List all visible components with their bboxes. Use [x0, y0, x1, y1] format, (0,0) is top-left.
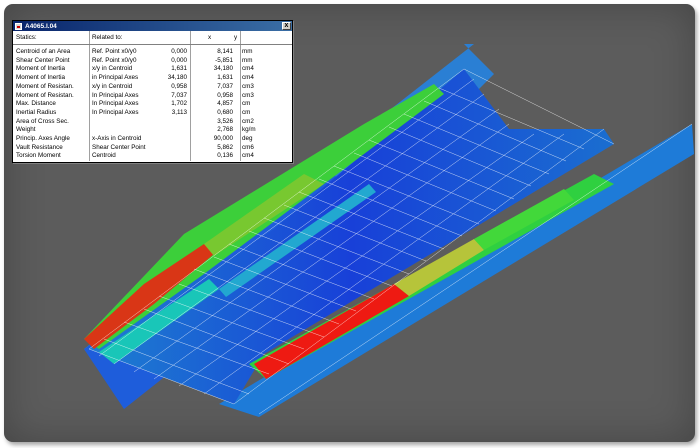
- row-name: Torsion Moment: [16, 152, 61, 160]
- row-unit: cm2: [242, 117, 254, 125]
- row-related: x/y in Centroid: [92, 65, 133, 73]
- row-related: Centroid: [92, 152, 116, 160]
- row-x-value: 0,000: [171, 56, 187, 64]
- row-unit: mm: [242, 56, 253, 64]
- row-name: Weight: [16, 126, 36, 134]
- row-related: Shear Center Point: [92, 143, 146, 151]
- row-name: Moment of Inertia: [16, 74, 65, 82]
- row-y-value: 4,857: [217, 100, 233, 108]
- row-unit: kg/m: [242, 126, 256, 134]
- row-unit: mm: [242, 48, 253, 55]
- row-x-value: 7,037: [171, 91, 187, 99]
- table-row: Moment of Inertia in Principal Axes 34,180…: [13, 74, 292, 82]
- row-related: In Principal Axes: [92, 108, 139, 116]
- row-related: in Principal Axes: [92, 74, 139, 82]
- row-unit: cm6: [242, 143, 254, 151]
- close-button[interactable]: x: [282, 22, 291, 30]
- row-related: In Principal Axes: [92, 100, 139, 108]
- row-y-value: 8,141: [217, 48, 233, 55]
- row-unit: cm4: [242, 74, 254, 82]
- app-icon: [15, 22, 22, 30]
- table-row: Moment of Resistan. x/y in Centroid 0,958 7…: [13, 83, 292, 91]
- header-divider: [13, 44, 292, 45]
- statics-window[interactable]: A4065.I.04 x Statics: Related to: x y Ce…: [12, 20, 293, 163]
- row-unit: cm3: [242, 82, 254, 90]
- statics-table: Statics: Related to: x y Centroid of an …: [13, 31, 292, 161]
- row-name: Moment of Resistan.: [16, 91, 74, 99]
- row-x-value: 3,113: [171, 108, 187, 116]
- header-x: x: [208, 34, 212, 41]
- row-name: Moment of Inertia: [16, 65, 65, 73]
- row-y-value: 7,037: [217, 82, 233, 90]
- table-row: Moment of Resistan. In Principal Axes 7,03…: [13, 92, 292, 100]
- row-name: Max. Distance: [16, 100, 56, 108]
- row-y-value: 0,136: [217, 152, 233, 160]
- table-row: Centroid of an Area Ref. Point x0/y0 0,000…: [13, 48, 292, 56]
- table-row: Max. Distance In Principal Axes 1,702 4,857…: [13, 100, 292, 108]
- row-unit: cm4: [242, 65, 254, 73]
- row-x-value: 0,000: [171, 48, 187, 55]
- row-name: Area of Cross Sec.: [16, 117, 69, 125]
- row-unit: cm: [242, 100, 251, 108]
- row-unit: cm: [242, 108, 251, 116]
- row-x-value: 1,702: [171, 100, 187, 108]
- table-row: Torsion Moment Centroid 0,136 cm4: [13, 152, 292, 160]
- row-related: x-Axis in Centroid: [92, 135, 142, 142]
- row-y-value: 3,526: [217, 117, 233, 125]
- header-y: y: [234, 34, 238, 41]
- row-name: Shear Center Point: [16, 56, 70, 64]
- row-x-value: 0,958: [171, 82, 187, 90]
- window-titlebar[interactable]: A4065.I.04 x: [13, 21, 292, 31]
- row-name: Vault Resistance: [16, 143, 63, 151]
- column-divider: [190, 31, 191, 161]
- row-y-value: 5,862: [217, 143, 233, 151]
- table-row: Princip. Axes Angle x-Axis in Centroid 90,…: [13, 135, 292, 143]
- window-title: A4065.I.04: [25, 22, 57, 30]
- row-related: Ref. Point x0/y0: [92, 48, 137, 55]
- table-row: Moment of Inertia x/y in Centroid 1,631 34,…: [13, 65, 292, 73]
- row-name: Centroid of an Area: [16, 48, 71, 55]
- row-y-value: 34,180: [213, 65, 233, 73]
- row-name: Moment of Resistan.: [16, 82, 74, 90]
- header-related: Related to:: [92, 34, 123, 41]
- table-row: Weight 2,768 kg/m: [13, 126, 292, 134]
- row-x-value: 34,180: [167, 74, 187, 82]
- row-related: x/y in Centroid: [92, 82, 133, 90]
- row-y-value: -5,851: [215, 56, 233, 64]
- table-row: Inertial Radius In Principal Axes 3,113 0,6…: [13, 109, 292, 117]
- table-row: Vault Resistance Shear Center Point 5,862 c…: [13, 144, 292, 152]
- row-name: Princip. Axes Angle: [16, 135, 70, 142]
- row-related: Ref. Point x0/y0: [92, 56, 137, 64]
- 3d-viewport[interactable]: A4065.I.04 x Statics: Related to: x y Ce…: [4, 4, 695, 442]
- row-name: Inertial Radius: [16, 108, 57, 116]
- column-divider: [240, 31, 241, 161]
- row-y-value: 1,631: [217, 74, 233, 82]
- header-statics: Statics:: [16, 34, 37, 41]
- row-y-value: 0,680: [217, 108, 233, 116]
- row-unit: cm4: [242, 152, 254, 160]
- column-divider: [89, 31, 90, 161]
- row-unit: cm3: [242, 91, 254, 99]
- row-y-value: 0,958: [217, 91, 233, 99]
- row-y-value: 90,000: [213, 135, 233, 142]
- row-y-value: 2,768: [217, 126, 233, 134]
- row-related: In Principal Axes: [92, 91, 139, 99]
- fe-mesh-profile[interactable]: [4, 4, 695, 442]
- table-row: Shear Center Point Ref. Point x0/y0 0,000 -…: [13, 57, 292, 65]
- row-x-value: 1,631: [171, 65, 187, 73]
- table-row: Area of Cross Sec. 3,526 cm2: [13, 118, 292, 126]
- row-unit: deg: [242, 135, 253, 142]
- mesh-trough: [89, 69, 614, 404]
